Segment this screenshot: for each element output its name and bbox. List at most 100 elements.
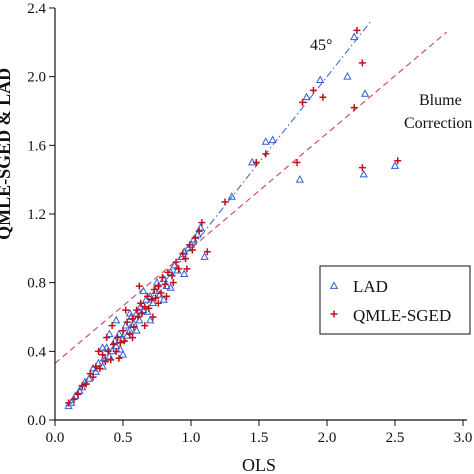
x-tick-label: 1.5	[250, 430, 269, 446]
legend-marker-qmle-shape	[330, 310, 338, 318]
y-tick-label: 2.4	[27, 1, 46, 17]
qmle-point	[96, 365, 104, 372]
qmle-point	[149, 313, 157, 321]
qmle-point	[154, 282, 162, 290]
lad-point	[102, 343, 111, 351]
qmle-point	[99, 351, 107, 359]
lad-point	[91, 367, 100, 375]
qmle-point	[188, 246, 196, 254]
qmle-point	[130, 323, 138, 331]
y-tick-label: 2.0	[27, 70, 46, 86]
qmle-point	[168, 272, 176, 280]
lad-point	[146, 315, 155, 324]
y-axis-ticks: 0.0 0.4 0.8 1.2 1.6 2.0 2.4	[27, 1, 55, 429]
legend-marker-lad-shape	[329, 281, 339, 289]
qmle-point	[179, 249, 187, 257]
qmle-point	[112, 347, 120, 355]
series-lad-points	[64, 32, 400, 410]
qmle-point	[152, 294, 160, 302]
y-tick-label: 1.2	[27, 207, 46, 223]
qmle-point	[191, 234, 199, 242]
qmle-point	[158, 274, 166, 282]
lad-point	[94, 358, 103, 367]
qmle-point	[65, 399, 73, 407]
lad-point	[110, 336, 119, 344]
qmle-point	[195, 227, 203, 235]
y-tick-label: 0.4	[27, 344, 46, 360]
lad-point	[132, 308, 141, 317]
lad-point	[227, 192, 236, 200]
qmle-point	[119, 327, 127, 335]
qmle-point	[358, 164, 366, 172]
legend-label-lad: LAD	[353, 277, 388, 296]
qmle-point	[145, 304, 153, 312]
qmle-point	[148, 296, 156, 304]
lad-point	[132, 326, 141, 334]
qmle-point	[133, 306, 141, 314]
qmle-point	[141, 303, 149, 311]
lad-point	[360, 89, 370, 97]
lad-point	[196, 223, 205, 231]
qmle-point	[107, 356, 115, 364]
qmle-point	[161, 280, 169, 288]
qmle-point	[293, 159, 301, 166]
qmle-point	[175, 265, 183, 273]
qmle-point	[358, 59, 366, 67]
qmle-point	[203, 248, 211, 256]
lad-point	[84, 374, 94, 382]
qmle-point	[95, 347, 103, 355]
lad-point	[343, 72, 352, 80]
lad-point	[350, 32, 359, 41]
qmle-point	[143, 292, 151, 300]
qmle-point	[89, 373, 97, 381]
reference-lines	[54, 19, 448, 407]
qmle-point	[82, 380, 90, 388]
annotation-45-degree: 45°	[310, 37, 332, 54]
y-tick-label: 0.0	[27, 413, 46, 429]
qmle-point	[154, 299, 162, 307]
qmle-point	[299, 98, 307, 106]
legend-box	[319, 265, 471, 335]
qmle-point	[114, 334, 122, 342]
axes: 0.0 0.5 1.0 1.5 2.0 2.5 3.0 0.0 0.4 0.8 1.2 1.6 2.0…	[27, 1, 472, 446]
qmle-point	[103, 334, 111, 342]
line-blume-correction	[54, 31, 448, 364]
qmle-point	[221, 198, 229, 206]
qmle-point	[123, 318, 131, 326]
lad-point	[152, 278, 162, 286]
lad-point	[98, 343, 107, 351]
qmle-point	[198, 219, 206, 227]
qmle-point	[164, 268, 172, 276]
qmle-point	[101, 358, 109, 366]
qmle-point	[157, 289, 165, 297]
qmle-point	[74, 390, 82, 398]
qmle-point	[120, 337, 128, 345]
lad-point	[116, 344, 125, 353]
x-tick-label: 0.5	[114, 430, 133, 446]
qmle-point	[353, 26, 361, 34]
lad-point	[78, 382, 87, 391]
lad-point	[302, 92, 311, 101]
qmle-point	[70, 395, 78, 403]
qmle-point	[309, 86, 317, 94]
annotation-blume-line2: Correction	[404, 115, 472, 132]
line-45-degree	[65, 19, 373, 407]
lad-point	[118, 350, 128, 358]
qmle-point	[394, 157, 402, 165]
lad-point	[139, 286, 148, 295]
qmle-point	[129, 315, 137, 323]
legend-marker-qmle	[330, 310, 338, 318]
qmle-point	[92, 363, 100, 371]
qmle-point	[186, 241, 194, 249]
lad-point	[295, 175, 304, 183]
lad-point	[125, 308, 134, 317]
qmle-point	[262, 150, 270, 158]
lad-point	[71, 391, 80, 399]
x-tick-label: 2.5	[386, 430, 405, 446]
qmle-point	[108, 322, 116, 330]
qmle-point	[350, 104, 358, 112]
legend-label-qmle: QMLE-SGED	[353, 306, 451, 325]
qmle-point	[138, 310, 146, 318]
lad-point	[114, 329, 124, 338]
